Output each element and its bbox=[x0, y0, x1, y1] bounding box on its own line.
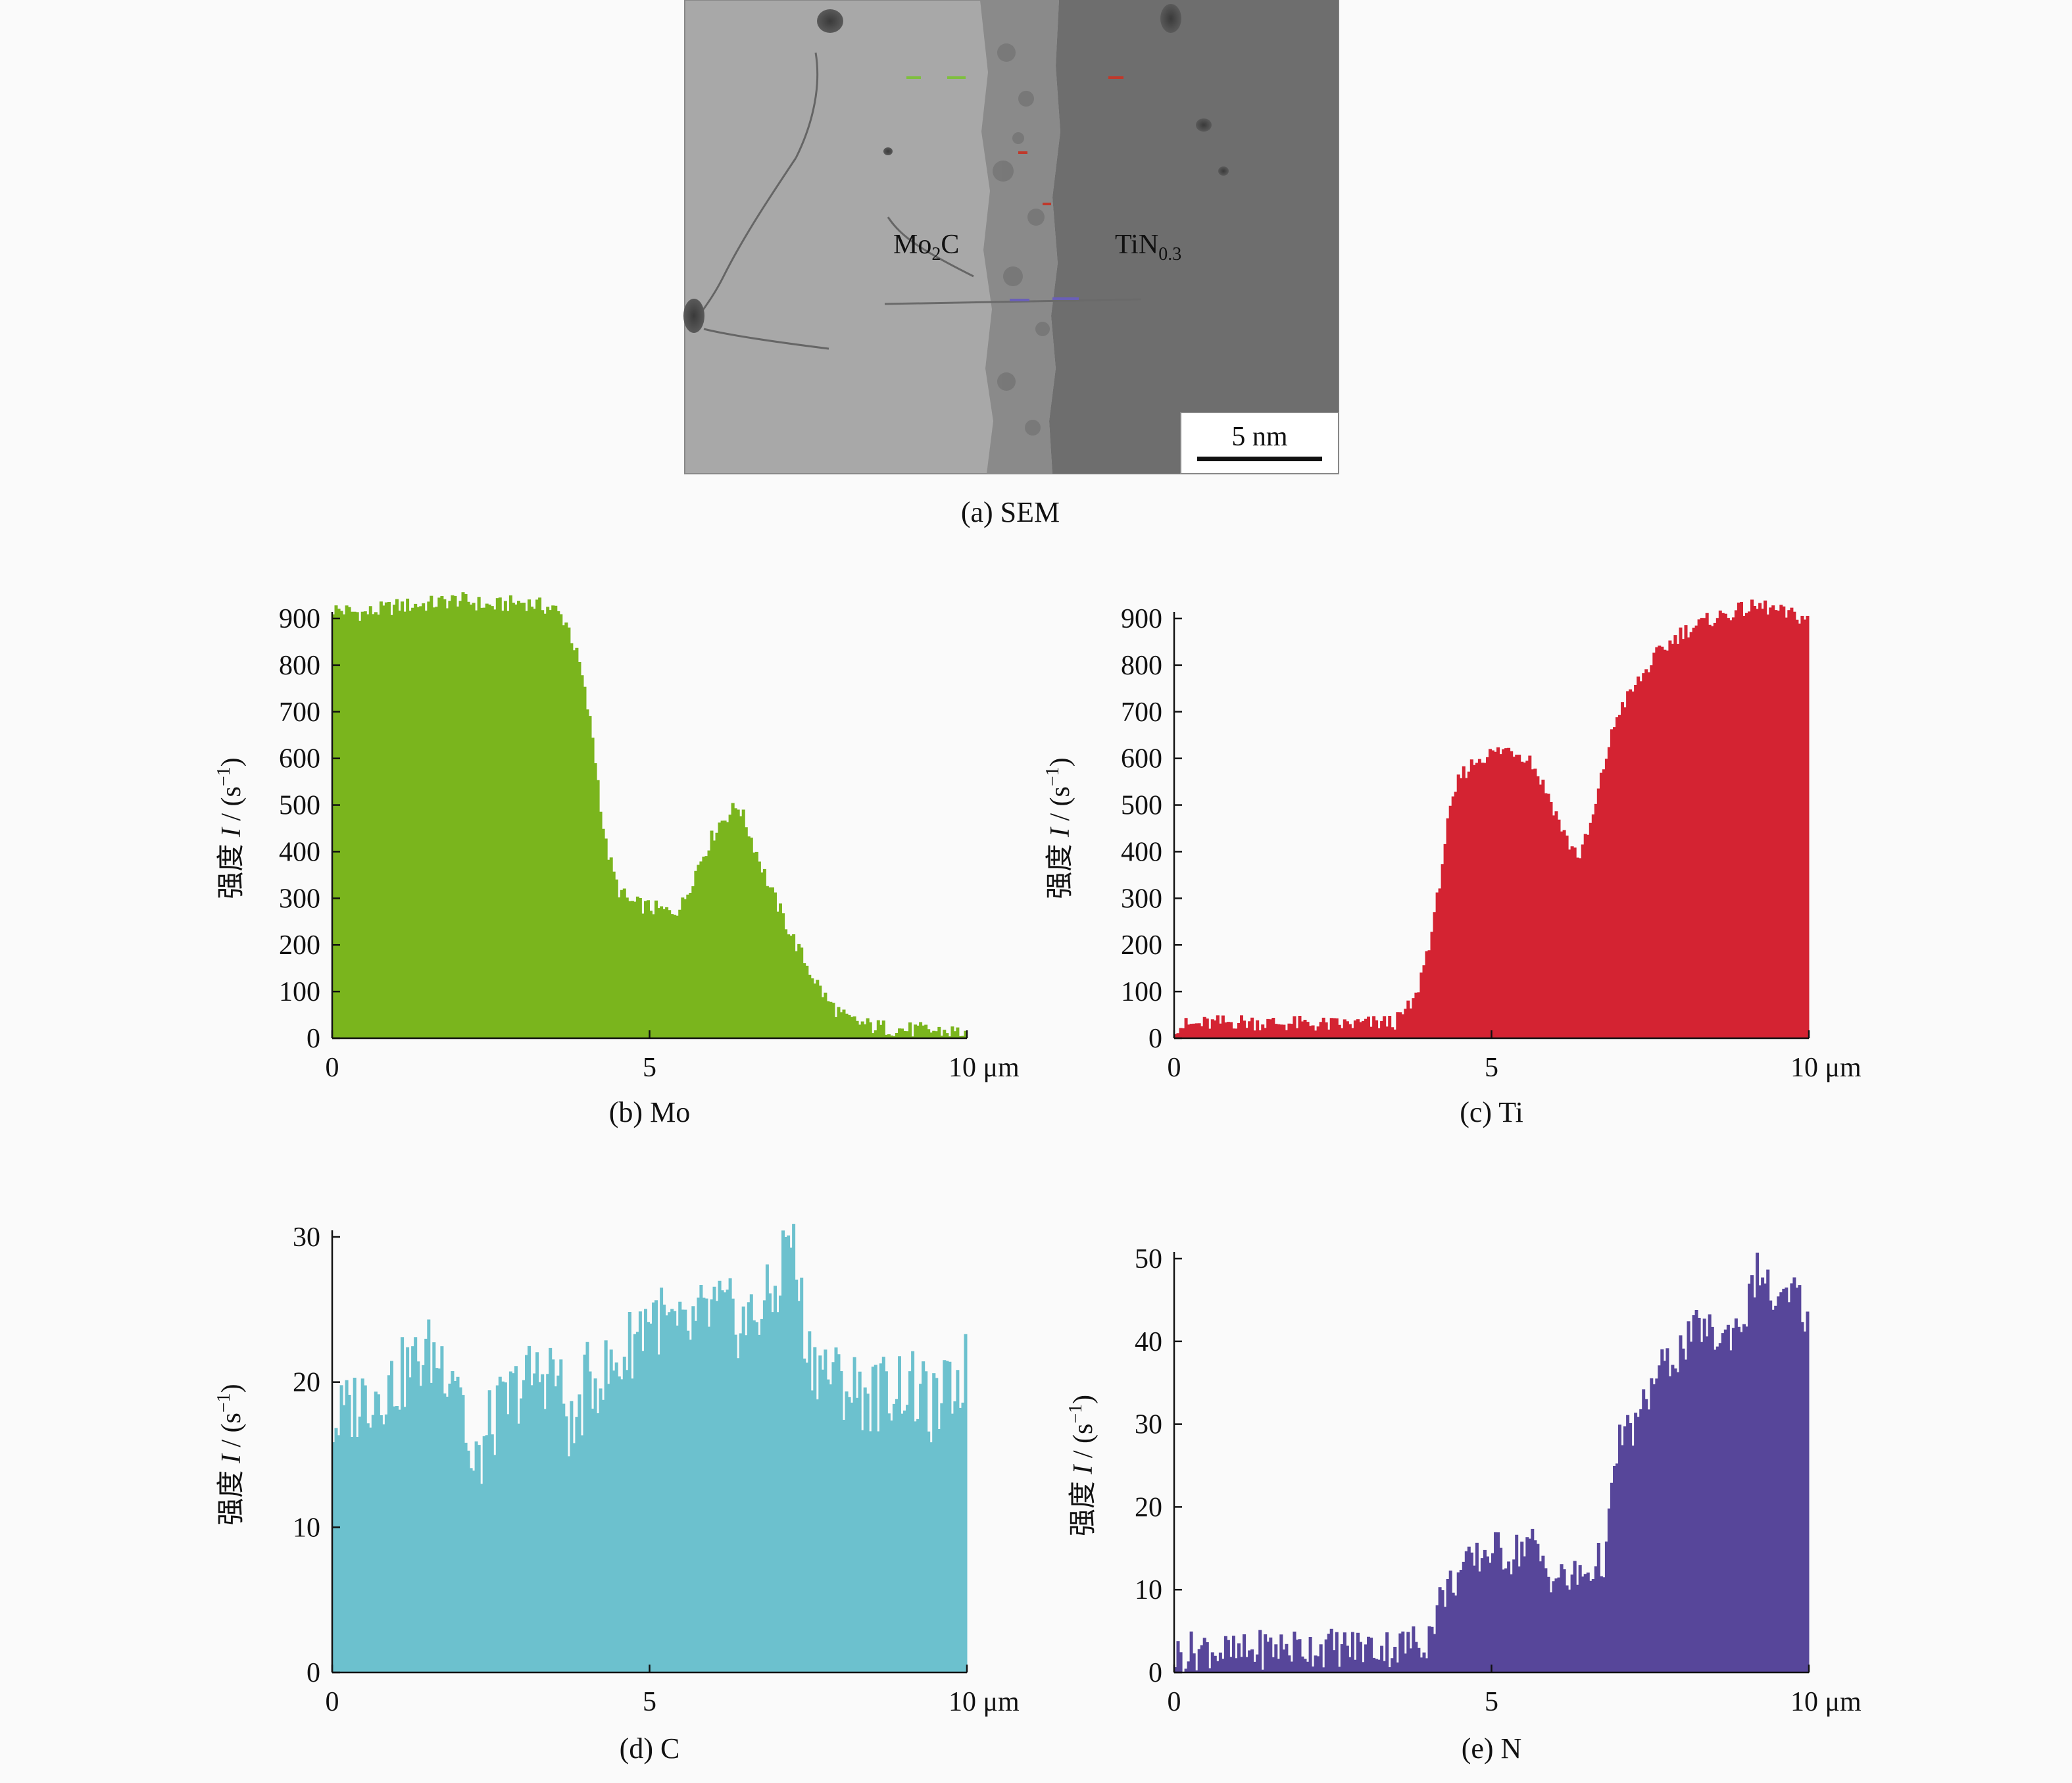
sem-markers bbox=[906, 76, 1123, 301]
sem-interface-band bbox=[980, 0, 1060, 474]
x-tick-label: 0 bbox=[1168, 1687, 1181, 1717]
x-tick-label: 10 μm bbox=[1790, 1053, 1862, 1083]
chart-panel-mo: 0 5 10 μm 0 100 200 300 400 500 600 700 800 900 强度 I … bbox=[214, 592, 1020, 1128]
x-tick-label: 0 bbox=[1168, 1053, 1181, 1083]
x-tick-label: 0 bbox=[326, 1053, 339, 1083]
scale-bar-label: 5 nm bbox=[1231, 422, 1288, 452]
y-tick-label: 200 bbox=[1121, 930, 1162, 961]
y-tick-label: 600 bbox=[1121, 744, 1162, 774]
y-tick-label: 500 bbox=[1121, 791, 1162, 821]
scale-bar bbox=[1197, 457, 1322, 461]
y-tick-label: 30 bbox=[293, 1222, 320, 1253]
y-tick-label: 600 bbox=[279, 744, 320, 774]
y-tick-label: 200 bbox=[279, 930, 320, 961]
x-tick-label: 10 μm bbox=[949, 1053, 1020, 1083]
chart-caption: (d) C bbox=[620, 1732, 680, 1765]
chart-panel-n: 0 5 10 μm 0 10 20 30 40 50 强度 I / (s−1) (e) N bbox=[1066, 1244, 1862, 1765]
y-tick-label: 900 bbox=[1121, 604, 1162, 634]
y-tick-label: 20 bbox=[1135, 1492, 1162, 1522]
y-tick-label: 0 bbox=[1148, 1024, 1162, 1054]
sem-caption: (a) SEM bbox=[961, 496, 1060, 528]
y-tick-label: 300 bbox=[1121, 884, 1162, 914]
y-tick-label: 100 bbox=[279, 977, 320, 1007]
sem-panel: Mo2C TiN0.3 5 nm (a) SEM bbox=[683, 0, 1339, 528]
y-tick-label: 0 bbox=[307, 1024, 320, 1054]
x-tick-label: 0 bbox=[326, 1687, 339, 1717]
y-tick-label: 800 bbox=[279, 651, 320, 681]
y-tick-label: 500 bbox=[279, 791, 320, 821]
x-tick-label: 5 bbox=[643, 1053, 656, 1083]
scale-bar-box bbox=[1180, 412, 1339, 474]
sem-linescan bbox=[884, 298, 1142, 305]
sem-interface-texture bbox=[993, 43, 1050, 436]
x-tick-label: 10 μm bbox=[949, 1687, 1020, 1717]
series-area-mo bbox=[332, 592, 968, 1039]
y-axis-label: 强度 I / (s−1) bbox=[214, 757, 247, 899]
sem-pores bbox=[683, 4, 1229, 333]
series-area-c bbox=[332, 1224, 968, 1673]
y-tick-label: 40 bbox=[1135, 1327, 1162, 1357]
x-tick-label: 5 bbox=[643, 1687, 656, 1717]
y-tick-label: 10 bbox=[1135, 1575, 1162, 1605]
y-tick-label: 700 bbox=[1121, 697, 1162, 728]
y-tick-label: 50 bbox=[1135, 1244, 1162, 1274]
y-axis-label: 强度 I / (s−1) bbox=[1043, 757, 1075, 899]
y-tick-label: 900 bbox=[279, 604, 320, 634]
chart-panel-c: 0 5 10 μm 0 10 20 30 强度 I / (s−1) (d) C bbox=[214, 1222, 1020, 1765]
y-tick-label: 20 bbox=[293, 1368, 320, 1398]
chart-caption: (e) N bbox=[1462, 1732, 1522, 1765]
chart-panel-ti: 0 5 10 μm 0 100 200 300 400 500 600 700 800 900 强度 I … bbox=[1043, 599, 1862, 1128]
x-tick-label: 5 bbox=[1485, 1687, 1498, 1717]
sem-label-mo2c: Mo2C bbox=[893, 230, 959, 264]
chart-caption: (b) Mo bbox=[609, 1096, 690, 1128]
sem-label-tin: TiN0.3 bbox=[1115, 230, 1181, 264]
x-tick-label: 10 μm bbox=[1790, 1687, 1862, 1717]
y-axis-label: 强度 I / (s−1) bbox=[214, 1384, 247, 1525]
y-tick-label: 700 bbox=[279, 697, 320, 728]
y-axis-label: 强度 I / (s−1) bbox=[1066, 1395, 1098, 1536]
y-tick-label: 0 bbox=[307, 1658, 320, 1688]
y-tick-label: 300 bbox=[279, 884, 320, 914]
y-tick-label: 30 bbox=[1135, 1410, 1162, 1440]
y-tick-label: 10 bbox=[293, 1513, 320, 1543]
chart-caption: (c) Ti bbox=[1460, 1096, 1523, 1128]
y-tick-label: 400 bbox=[1121, 837, 1162, 867]
x-tick-label: 5 bbox=[1485, 1053, 1498, 1083]
series-area-n bbox=[1173, 1252, 1810, 1673]
y-tick-label: 400 bbox=[279, 837, 320, 867]
sem-tin-region bbox=[1049, 0, 1339, 474]
series-area-ti bbox=[1173, 599, 1810, 1039]
y-tick-label: 100 bbox=[1121, 977, 1162, 1007]
y-tick-label: 0 bbox=[1148, 1658, 1162, 1688]
y-tick-label: 800 bbox=[1121, 651, 1162, 681]
